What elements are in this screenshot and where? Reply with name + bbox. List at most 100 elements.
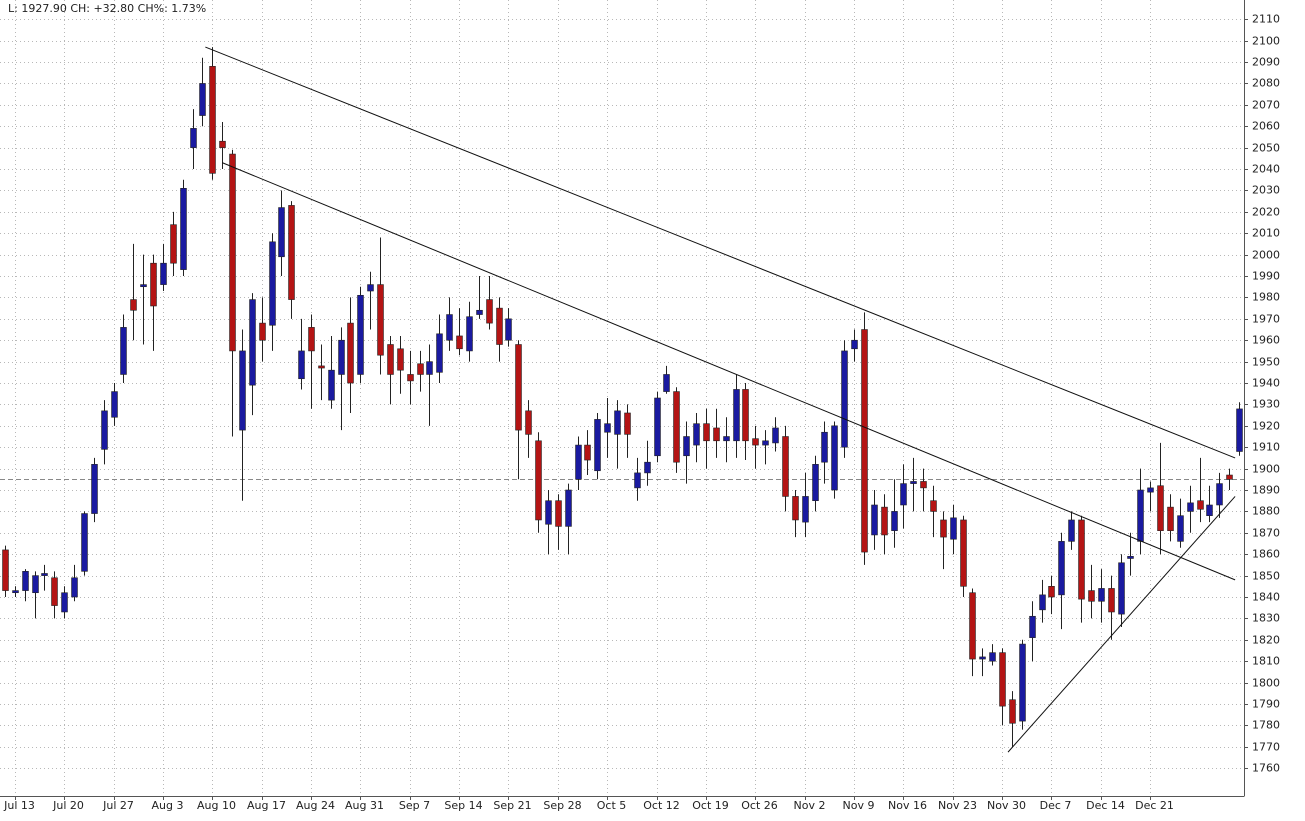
candle-body (466, 316, 473, 352)
x-tick-label: Dec 14 (1086, 799, 1125, 812)
candle-body (515, 344, 522, 431)
candle-body (81, 513, 88, 572)
candle-body (1019, 643, 1026, 722)
candle-body (910, 481, 917, 484)
candle-body (288, 205, 295, 300)
candle-body (742, 389, 749, 442)
x-tick-label: Oct 19 (692, 799, 729, 812)
trend-line (1007, 496, 1236, 753)
x-tick-label: Aug 31 (345, 799, 384, 812)
candle-body (150, 262, 157, 307)
candle-body (486, 299, 493, 324)
candle-body (338, 339, 345, 375)
candle-body (673, 391, 680, 463)
candle-body (12, 590, 19, 594)
y-tick-label: 1790 (1252, 698, 1280, 711)
candle-body (22, 571, 29, 591)
candle-body (130, 299, 137, 311)
candle-body (723, 436, 730, 442)
candle-body (555, 500, 562, 527)
candle-body (111, 391, 118, 418)
y-tick-label: 1760 (1252, 762, 1280, 775)
candle-body (900, 483, 907, 506)
candle-body (269, 241, 276, 326)
candle-body (446, 314, 453, 341)
candle-body (2, 549, 9, 591)
y-tick-label: 1820 (1252, 634, 1280, 647)
candle-body (989, 652, 996, 662)
candle-body (229, 153, 236, 352)
x-tick-label: Nov 30 (987, 799, 1026, 812)
candle-body (1118, 562, 1125, 615)
y-tick-label: 1780 (1252, 719, 1280, 732)
candle-body (32, 575, 39, 594)
candle-body (101, 410, 108, 450)
candle-body (841, 350, 848, 448)
candle-body (417, 363, 424, 375)
chart-title: L: 1927.90 CH: +32.80 CH%: 1.73% (8, 2, 206, 15)
y-tick-label: 2040 (1252, 163, 1280, 176)
x-tick-label: Sep 7 (399, 799, 430, 812)
candle-body (426, 361, 433, 375)
candle-body (1068, 519, 1075, 542)
candle-body (170, 224, 177, 264)
candle-body (663, 374, 670, 392)
candle-body (1088, 590, 1095, 602)
y-tick-label: 2050 (1252, 142, 1280, 155)
candle-body (51, 577, 58, 606)
y-tick-label: 2010 (1252, 227, 1280, 240)
candle-body (1157, 485, 1164, 531)
candle-body (654, 397, 661, 457)
candle-body (318, 365, 325, 369)
candle-body (614, 410, 621, 435)
y-tick-label: 2080 (1252, 77, 1280, 90)
candle-body (792, 496, 799, 521)
candle-body (1137, 489, 1144, 542)
y-tick-label: 1850 (1252, 570, 1280, 583)
candle-body (1029, 615, 1036, 638)
y-tick-label: 1920 (1252, 420, 1280, 433)
y-tick-label: 1940 (1252, 377, 1280, 390)
candle-body (703, 423, 710, 442)
candle-body (1187, 502, 1194, 512)
x-tick-label: Oct 26 (741, 799, 778, 812)
x-tick-label: Jul 20 (52, 799, 84, 812)
x-tick-label: Dec 7 (1040, 799, 1072, 812)
candle-body (1206, 504, 1213, 516)
y-tick-label: 1960 (1252, 334, 1280, 347)
candle-body (199, 83, 206, 116)
candle-body (831, 425, 838, 491)
candle-body (950, 517, 957, 540)
y-tick-label: 1860 (1252, 548, 1280, 561)
candle-body (1216, 483, 1223, 506)
candle-body (683, 436, 690, 457)
candle-body (407, 374, 414, 382)
y-tick-label: 1970 (1252, 313, 1280, 326)
candle-body (920, 481, 927, 489)
x-tick-label: Sep 14 (444, 799, 482, 812)
candle-body (476, 309, 483, 315)
candle-body (219, 140, 226, 148)
y-tick-label: 1830 (1252, 612, 1280, 625)
candle-body (1098, 588, 1105, 602)
candle-body (91, 464, 98, 514)
x-tick-label: Oct 5 (597, 799, 627, 812)
y-tick-label: 2020 (1252, 206, 1280, 219)
candle-body (397, 348, 404, 371)
candle-body (140, 284, 147, 288)
candle-body (1009, 699, 1016, 724)
candle-body (575, 444, 582, 480)
candle-body (120, 327, 127, 375)
candle-body (1226, 474, 1233, 480)
candle-body (584, 444, 591, 461)
y-tick-label: 2030 (1252, 184, 1280, 197)
x-tick-label: Nov 2 (794, 799, 826, 812)
y-tick-label: 1810 (1252, 655, 1280, 668)
y-tick-label: 2090 (1252, 56, 1280, 69)
candle-body (851, 339, 858, 350)
candle-body (357, 294, 364, 375)
candle-body (999, 652, 1006, 707)
candle-body (209, 66, 216, 174)
